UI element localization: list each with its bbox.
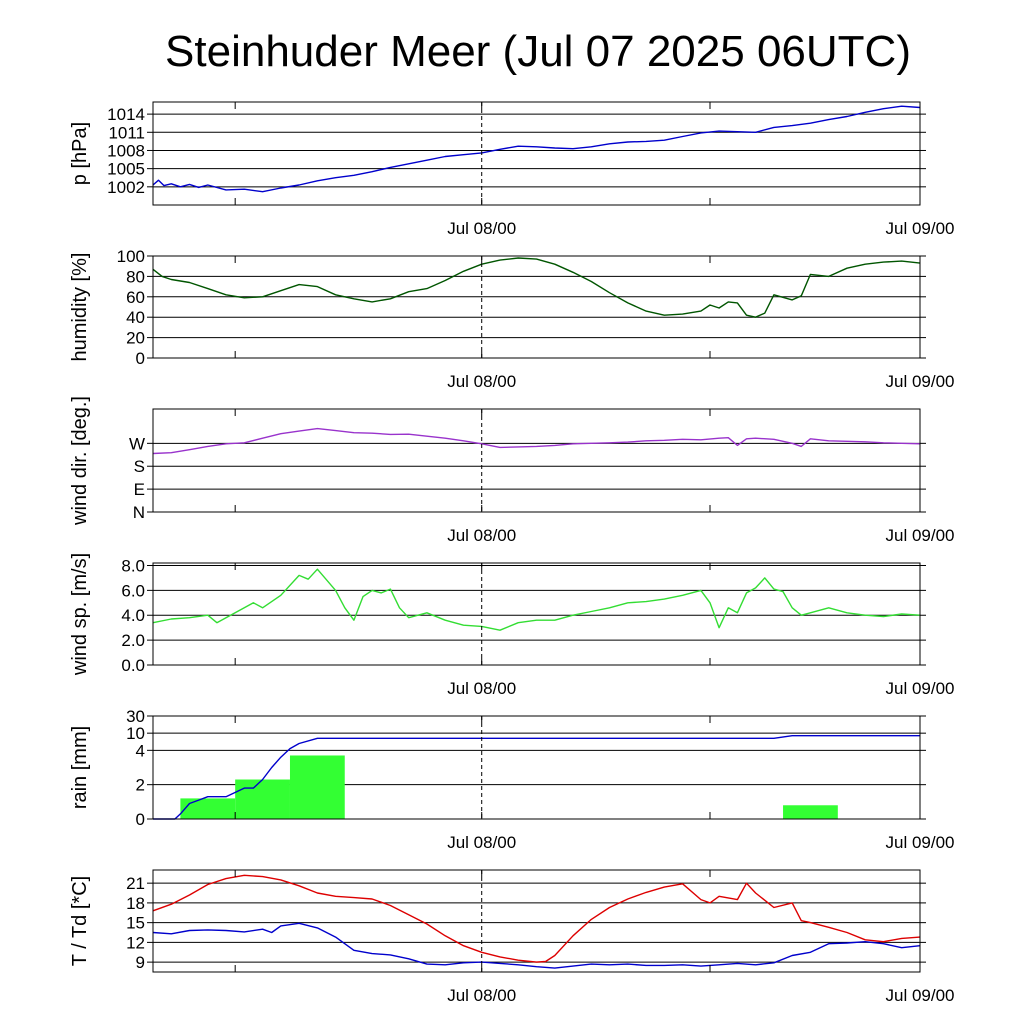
pressure-ytick-label: 1005 xyxy=(107,160,145,179)
humidity-xtick-label: Jul 08/00 xyxy=(447,372,516,391)
rain-bar xyxy=(289,755,345,819)
temperature-ytick-label: 18 xyxy=(126,894,145,913)
wind_direction-ytick-label: S xyxy=(134,457,145,476)
temperature-ylabel: T / Td [*C] xyxy=(69,876,91,966)
rain-bar xyxy=(180,798,236,819)
humidity-ytick-label: 20 xyxy=(126,329,145,348)
pressure-series-0 xyxy=(152,105,921,193)
humidity-ytick-label: 40 xyxy=(126,308,145,327)
rain-xtick-label: Jul 08/00 xyxy=(447,833,516,852)
rain-frame xyxy=(152,715,921,820)
temperature-xtick-label: Jul 09/00 xyxy=(886,986,955,1005)
humidity-ytick-label: 100 xyxy=(117,247,145,266)
humidity-ylabel: humidity [%] xyxy=(69,253,91,362)
temperature-ytick-label: 21 xyxy=(126,874,145,893)
humidity-series-0 xyxy=(152,257,921,318)
humidity-frame xyxy=(152,255,921,359)
wind_speed-xtick-label: Jul 08/00 xyxy=(447,679,516,698)
rain-ylabel: rain [mm] xyxy=(69,726,91,809)
chart-title: Steinhuder Meer (Jul 07 2025 06UTC) xyxy=(165,27,911,76)
wind_direction-ylabel: wind dir. [deg.] xyxy=(69,396,91,526)
wind_speed-frame xyxy=(152,562,921,666)
wind_speed-ytick-label: 6.0 xyxy=(121,581,145,600)
pressure-xtick-label: Jul 08/00 xyxy=(447,219,516,238)
temperature-series-1 xyxy=(152,922,921,969)
pressure-ytick-label: 1014 xyxy=(107,105,145,124)
wind_direction-ytick-label: E xyxy=(134,480,145,499)
temperature-ytick-label: 9 xyxy=(136,953,145,972)
humidity-ytick-label: 0 xyxy=(136,349,145,368)
rain-ytick-label: 0 xyxy=(136,810,145,829)
rain-ytick-label: 10 xyxy=(126,724,145,743)
temperature-ytick-label: 12 xyxy=(126,933,145,952)
pressure-ytick-label: 1011 xyxy=(108,123,145,142)
pressure-frame xyxy=(152,101,921,206)
rain-xtick-label: Jul 09/00 xyxy=(886,833,955,852)
humidity-xtick-label: Jul 09/00 xyxy=(886,372,955,391)
temperature-ytick-label: 15 xyxy=(126,914,145,933)
rain-series-0 xyxy=(153,735,920,820)
wind_direction-ytick-label: N xyxy=(133,503,145,522)
wind_direction-frame xyxy=(152,408,921,513)
humidity-ytick-label: 60 xyxy=(126,288,145,307)
pressure-ylabel: p [hPa] xyxy=(69,122,91,185)
temperature-series-0 xyxy=(152,874,921,963)
wind_direction-ytick-label: W xyxy=(129,434,145,453)
wind_speed-series-0 xyxy=(152,568,921,631)
rain-bar xyxy=(235,779,290,819)
wind_speed-ylabel: wind sp. [m/s] xyxy=(69,553,91,676)
rain-ytick-label: 30 xyxy=(126,707,145,726)
pressure-xtick-label: Jul 09/00 xyxy=(886,219,955,238)
wind_speed-ytick-label: 2.0 xyxy=(121,631,145,650)
humidity-ytick-label: 80 xyxy=(126,267,145,286)
temperature-frame xyxy=(152,869,921,973)
wind_speed-ytick-label: 4.0 xyxy=(121,606,145,625)
wind_direction-xtick-label: Jul 09/00 xyxy=(886,526,955,545)
temperature-xtick-label: Jul 08/00 xyxy=(447,986,516,1005)
pressure-ytick-label: 1002 xyxy=(107,178,145,197)
wind_speed-ytick-label: 0.0 xyxy=(121,656,145,675)
pressure-ytick-label: 1008 xyxy=(107,141,145,160)
rain-bar xyxy=(783,805,838,819)
rain-ytick-label: 4 xyxy=(136,741,145,760)
wind_direction-xtick-label: Jul 08/00 xyxy=(447,526,516,545)
wind_direction-series-0 xyxy=(152,427,921,455)
wind_speed-ytick-label: 8.0 xyxy=(121,556,145,575)
rain-ytick-label: 2 xyxy=(136,776,145,795)
wind_speed-xtick-label: Jul 09/00 xyxy=(886,679,955,698)
